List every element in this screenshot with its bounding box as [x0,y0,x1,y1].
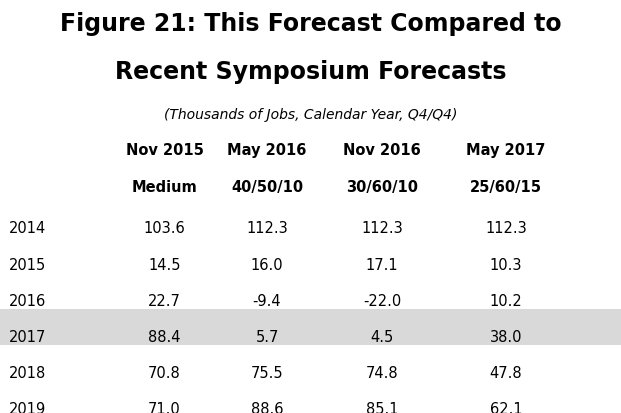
Text: 22.7: 22.7 [148,293,181,308]
Text: 62.1: 62.1 [490,401,522,413]
Text: Recent Symposium Forecasts: Recent Symposium Forecasts [115,60,506,84]
Text: 5.7: 5.7 [255,329,279,344]
Text: 10.3: 10.3 [490,257,522,272]
Text: -9.4: -9.4 [253,293,281,308]
Text: 14.5: 14.5 [148,257,181,272]
Text: 10.2: 10.2 [490,293,522,308]
Text: Nov 2016: Nov 2016 [343,142,421,157]
Text: 2016: 2016 [9,293,47,308]
Text: May 2016: May 2016 [227,142,307,157]
Text: 103.6: 103.6 [143,221,186,236]
Text: 74.8: 74.8 [366,365,398,380]
Text: 88.4: 88.4 [148,329,181,344]
Text: 88.6: 88.6 [251,401,283,413]
Text: 38.0: 38.0 [490,329,522,344]
Text: Nov 2015: Nov 2015 [125,142,204,157]
Text: 16.0: 16.0 [251,257,283,272]
Text: 40/50/10: 40/50/10 [231,180,303,195]
Text: 30/60/10: 30/60/10 [346,180,418,195]
Text: 112.3: 112.3 [361,221,403,236]
Text: -22.0: -22.0 [363,293,401,308]
Bar [0,309,621,345]
Text: Medium: Medium [132,180,197,195]
Text: 71.0: 71.0 [148,401,181,413]
Text: 70.8: 70.8 [148,365,181,380]
Text: 2015: 2015 [9,257,47,272]
Text: 4.5: 4.5 [370,329,394,344]
Text: May 2017: May 2017 [466,142,546,157]
Text: 17.1: 17.1 [366,257,398,272]
Text: (Thousands of Jobs, Calendar Year, Q4/Q4): (Thousands of Jobs, Calendar Year, Q4/Q4… [164,107,457,121]
Text: 2019: 2019 [9,401,47,413]
Text: 2017: 2017 [9,329,47,344]
Text: 75.5: 75.5 [251,365,283,380]
Text: 25/60/15: 25/60/15 [470,180,542,195]
Text: Figure 21: This Forecast Compared to: Figure 21: This Forecast Compared to [60,12,561,36]
Text: 112.3: 112.3 [246,221,288,236]
Text: 112.3: 112.3 [485,221,527,236]
Text: 85.1: 85.1 [366,401,398,413]
Text: 47.8: 47.8 [490,365,522,380]
Text: 2018: 2018 [9,365,47,380]
Text: 2014: 2014 [9,221,47,236]
